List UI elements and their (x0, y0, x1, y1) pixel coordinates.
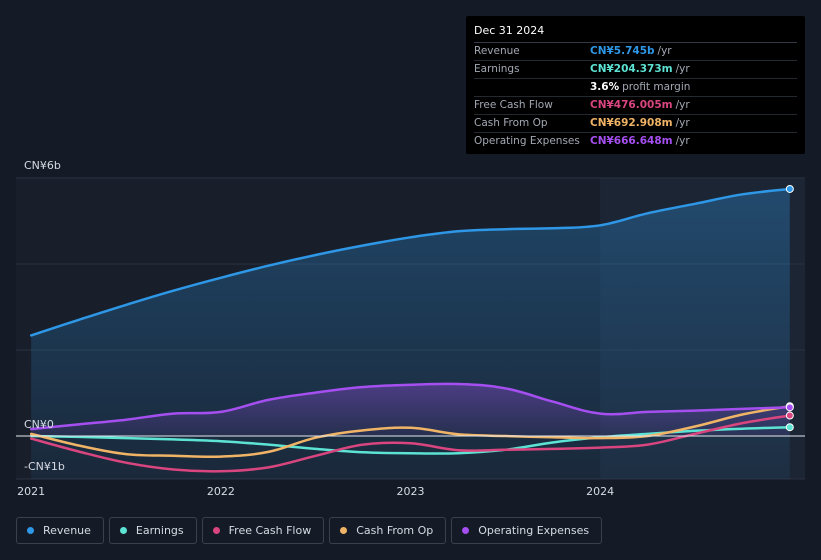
legend-dot-icon (340, 527, 348, 534)
legend-dot-icon (119, 527, 127, 534)
tooltip-value: CN¥692.908m (590, 117, 673, 129)
legend-item-operating-expenses[interactable]: Operating Expenses (451, 517, 603, 544)
tooltip-value: 3.6% (590, 81, 620, 93)
area-revenue (31, 189, 790, 479)
tooltip-unit: profit margin (622, 81, 691, 93)
tooltip-unit: /yr (675, 117, 690, 129)
tooltip-label: Free Cash Flow (474, 99, 553, 111)
tooltip-label: Cash From Op (474, 117, 548, 129)
series-lines (29, 187, 792, 473)
y-axis-labels: CN¥6b CN¥0 -CN¥1b (24, 159, 65, 473)
legend-dot-icon (462, 527, 470, 534)
tooltip-date: Dec 31 2024 (474, 24, 797, 43)
tooltip-value: CN¥666.648m (590, 135, 673, 147)
series-areas (31, 189, 790, 479)
tooltip-value: CN¥204.373m (590, 63, 673, 75)
tooltip-label: Revenue (474, 45, 520, 57)
data-tooltip: Dec 31 2024 Revenue CN¥5.745b /yr Earnin… (466, 16, 805, 154)
x-tick-label: 2021 (17, 485, 45, 498)
legend-item-free-cash-flow[interactable]: Free Cash Flow (201, 517, 325, 544)
series-end-markers (785, 184, 794, 432)
legend-item-earnings[interactable]: Earnings (108, 517, 197, 544)
line-revenue (29, 187, 792, 337)
y-tick-label: -CN¥1b (24, 460, 65, 473)
line-operating-expenses (29, 382, 792, 431)
y-tick-label: CN¥6b (24, 159, 61, 172)
x-tick-label: 2022 (207, 485, 235, 498)
legend-item-revenue[interactable]: Revenue (16, 517, 104, 544)
tooltip-row-revenue: Revenue CN¥5.745b /yr (474, 43, 797, 61)
legend-item-cash-from-op[interactable]: Cash From Op (329, 517, 447, 544)
tooltip-value: CN¥476.005m (590, 99, 673, 111)
end-marker-earnings (785, 423, 794, 432)
end-marker-operating-expenses (785, 403, 794, 412)
tooltip-row-free-cash-flow: Free Cash Flow CN¥476.005m /yr (474, 97, 797, 115)
tooltip-row-cash-from-op: Cash From Op CN¥692.908m /yr (474, 115, 797, 133)
x-axis-labels: 2021 2022 2023 2024 (17, 485, 614, 498)
end-marker-revenue (785, 184, 794, 193)
legend-label: Earnings (135, 524, 184, 537)
tooltip-label: Earnings (474, 63, 520, 75)
tooltip-label: Operating Expenses (474, 135, 580, 147)
legend-label: Free Cash Flow (228, 524, 312, 537)
chart-legend: Revenue Earnings Free Cash Flow Cash Fro… (16, 517, 603, 544)
x-tick-label: 2023 (397, 485, 425, 498)
line-cash-from-op (29, 404, 792, 459)
legend-dot-icon (212, 527, 220, 534)
tooltip-label (474, 79, 590, 96)
end-marker-free-cash-flow (785, 411, 794, 420)
legend-label: Revenue (43, 524, 91, 537)
x-tick-label: 2024 (586, 485, 614, 498)
area-operating-expenses (31, 383, 790, 436)
chart-canvas: CN¥6b CN¥0 -CN¥1b 2021 2022 2023 2024 (16, 159, 805, 498)
tooltip-unit: /yr (675, 63, 690, 75)
tooltip-row-profit-margin: 3.6% profit margin (474, 79, 797, 97)
tooltip-value: CN¥5.745b (590, 45, 655, 57)
tooltip-row-earnings: Earnings CN¥204.373m /yr (474, 61, 797, 79)
y-tick-label: CN¥0 (24, 418, 54, 431)
tooltip-unit: /yr (675, 99, 690, 111)
legend-dot-icon (27, 527, 34, 534)
tooltip-unit: /yr (675, 135, 690, 147)
legend-label: Operating Expenses (478, 524, 590, 537)
tooltip-unit: /yr (657, 45, 672, 57)
tooltip-row-operating-expenses: Operating Expenses CN¥666.648m /yr (474, 133, 797, 150)
line-free-cash-flow (29, 414, 792, 473)
legend-label: Cash From Op (356, 524, 434, 537)
